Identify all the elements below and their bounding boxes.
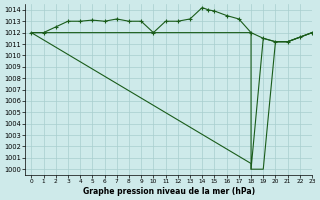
X-axis label: Graphe pression niveau de la mer (hPa): Graphe pression niveau de la mer (hPa) bbox=[83, 187, 255, 196]
